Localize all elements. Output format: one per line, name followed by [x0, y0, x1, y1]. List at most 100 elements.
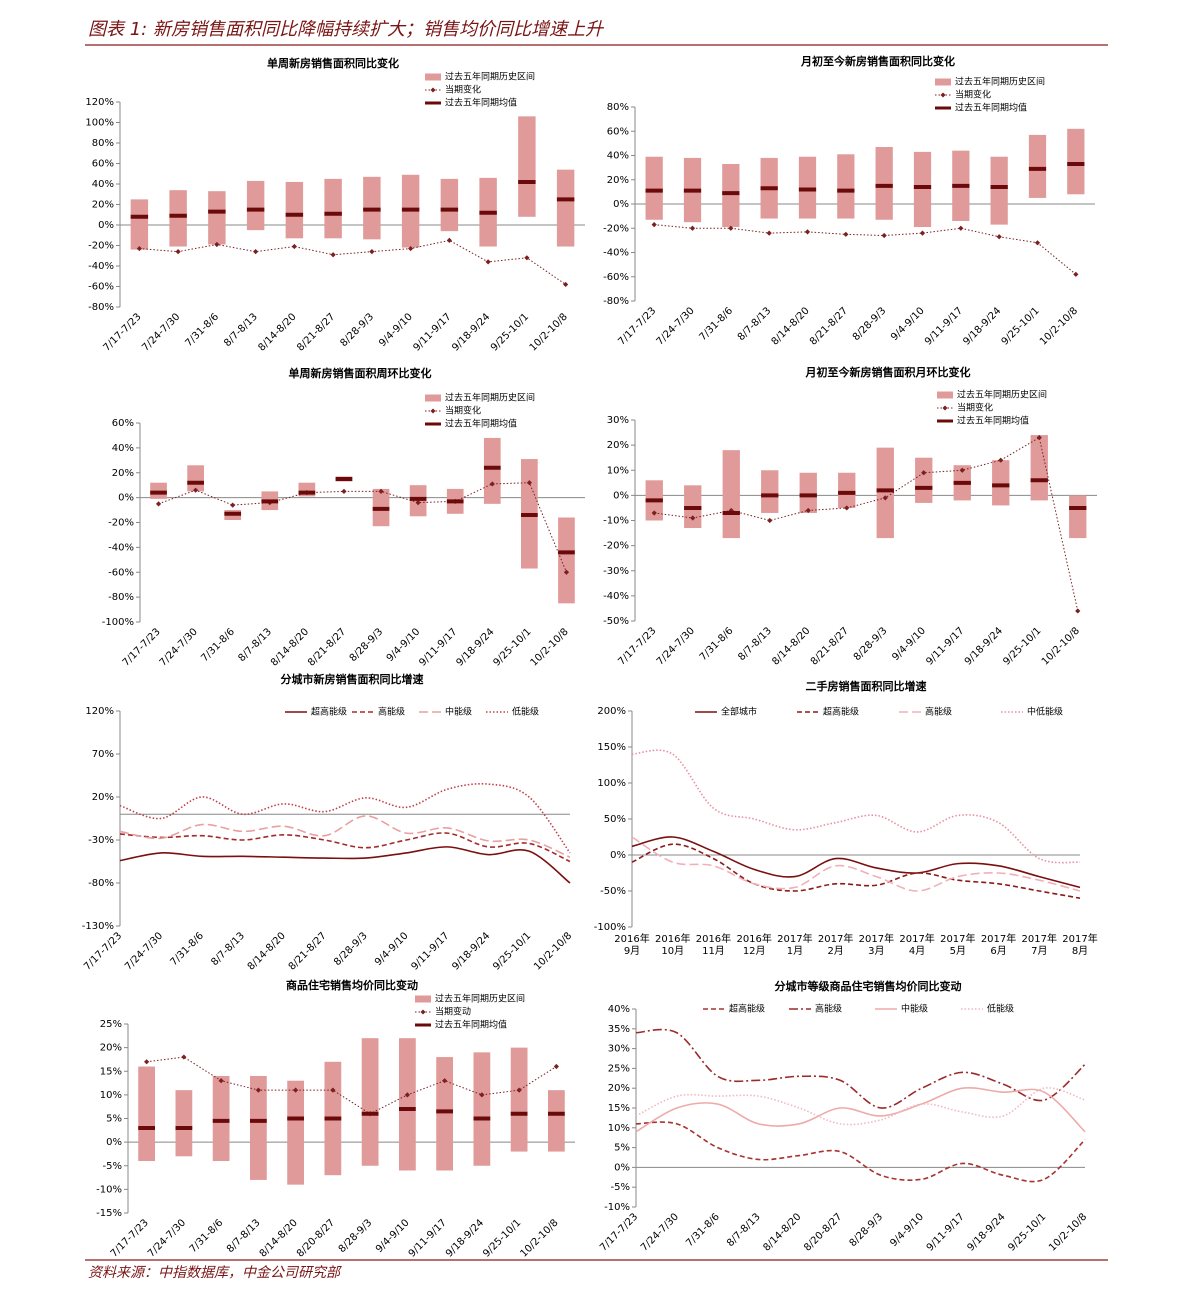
range-bar	[518, 116, 536, 217]
current-line	[158, 482, 567, 573]
legend-label: 超高能级	[823, 706, 859, 718]
range-bar	[722, 450, 740, 539]
x-tick-label: 7/17-7/23	[616, 305, 658, 347]
current-marker	[214, 241, 220, 248]
current-marker	[919, 230, 926, 236]
range-bar	[510, 1047, 528, 1152]
current-marker	[1075, 608, 1081, 614]
series-line	[119, 815, 571, 858]
y-tick-label: 20%	[112, 468, 134, 479]
legend-label: 高能级	[378, 706, 405, 718]
y-tick-label: -15%	[96, 1208, 122, 1219]
series-line	[631, 836, 1081, 892]
x-tick-label: 9/18-9/24	[454, 626, 496, 668]
y-tick-label: 70%	[92, 749, 114, 760]
current-line	[146, 1056, 557, 1115]
range-bar	[436, 1057, 454, 1171]
current-marker	[330, 1087, 336, 1093]
current-marker	[378, 488, 384, 495]
x-tick-label: 8/7-8/13	[236, 626, 274, 664]
x-tick-label: 9/4-9/10	[888, 1211, 926, 1249]
series-line	[635, 1086, 1086, 1133]
current-marker	[526, 480, 532, 486]
current-marker	[998, 457, 1004, 463]
x-tick-label: 2017年	[981, 932, 1016, 945]
legend-swatch	[425, 73, 441, 81]
current-line	[654, 224, 1077, 275]
x-tick-label: 8/14-8/20	[761, 1211, 803, 1253]
range-bar	[473, 1052, 491, 1166]
y-tick-label: -10%	[96, 1184, 122, 1195]
x-tick-label: 12月	[743, 945, 766, 957]
x-tick-label: 9/25-10/1	[481, 1217, 523, 1259]
y-tick-label: -40%	[88, 261, 114, 272]
current-marker	[996, 234, 1002, 240]
x-tick-label: 7/24-7/30	[123, 930, 165, 972]
x-tick-label: 9/11-9/17	[923, 305, 965, 347]
current-marker	[766, 230, 772, 236]
chart-title: 二手房销售面积同比增速	[806, 679, 927, 693]
current-marker	[843, 231, 849, 237]
y-tick-label: -40%	[603, 248, 629, 259]
x-tick-label: 7/31-8/6	[188, 1217, 226, 1255]
current-marker	[959, 467, 965, 473]
current-line	[654, 436, 1079, 612]
y-tick-label: 100%	[597, 778, 626, 789]
x-tick-label: 2016年	[614, 932, 649, 945]
x-tick-label: 8/7-8/13	[725, 1211, 763, 1249]
range-bar	[1067, 128, 1085, 195]
x-tick-label: 8/14-8/20	[246, 930, 288, 972]
y-tick-label: 0%	[614, 1162, 630, 1173]
x-tick-label: 10/2-10/8	[529, 626, 571, 668]
y-tick-label: -5%	[611, 1182, 630, 1193]
x-tick-label: 7/17-7/23	[102, 311, 144, 353]
series-line	[631, 843, 1081, 899]
x-tick-label: 2月	[827, 945, 843, 957]
current-marker	[651, 222, 657, 228]
legend-label: 当期变动	[435, 1006, 471, 1018]
current-marker	[175, 249, 181, 255]
legend-label: 超高能级	[311, 706, 347, 718]
current-marker	[230, 502, 236, 508]
x-tick-label: 8/14-8/20	[269, 626, 311, 668]
range-bar	[169, 190, 187, 247]
x-tick-label: 9/25-10/1	[492, 626, 534, 668]
x-tick-label: 10/2-10/8	[1047, 1211, 1089, 1253]
x-tick-label: 9/4-9/10	[374, 1217, 412, 1255]
y-tick-label: -100%	[102, 617, 134, 628]
x-tick-label: 9/11-9/17	[924, 625, 966, 667]
x-tick-label: 7/17-7/23	[121, 626, 163, 668]
x-tick-label: 2017年	[859, 932, 894, 945]
range-bar	[175, 1090, 193, 1157]
current-marker	[844, 505, 850, 511]
x-tick-label: 7/31-8/6	[698, 625, 736, 663]
x-tick-label: 8/14-8/20	[770, 625, 812, 667]
x-tick-label: 10/2-10/8	[1040, 625, 1082, 667]
current-marker	[479, 1092, 485, 1098]
current-marker	[728, 225, 734, 231]
legend-label: 过去五年同期历史区间	[445, 392, 535, 404]
x-tick-label: 9/18-9/24	[961, 305, 1003, 347]
legend-label: 当期变化	[445, 84, 481, 96]
legend-label: 中能级	[901, 1003, 928, 1015]
legend-label: 过去五年同期历史区间	[957, 389, 1047, 401]
y-tick-label: 60%	[92, 159, 114, 170]
x-tick-label: 8/7-8/13	[222, 311, 260, 349]
legend-marker	[942, 405, 948, 411]
range-bar	[838, 472, 856, 508]
x-tick-label: 7/17-7/23	[598, 1211, 640, 1253]
y-tick-label: 0%	[613, 199, 629, 210]
legend-marker	[420, 1009, 426, 1015]
range-bar	[761, 470, 779, 513]
range-bar	[558, 517, 575, 604]
x-tick-label: 8/28-9/3	[852, 625, 890, 663]
x-tick-label: 9/18-9/24	[963, 625, 1005, 667]
y-tick-label: 100%	[85, 118, 114, 129]
y-tick-label: -30%	[88, 835, 114, 846]
x-tick-label: 7/24-7/30	[140, 311, 182, 353]
legend-label: 过去五年同期均值	[445, 97, 517, 109]
x-tick-label: 7/24-7/30	[639, 1211, 681, 1253]
legend-label: 超高能级	[729, 1003, 765, 1015]
x-tick-label: 9/18-9/24	[966, 1211, 1008, 1253]
range-bar	[483, 437, 501, 504]
